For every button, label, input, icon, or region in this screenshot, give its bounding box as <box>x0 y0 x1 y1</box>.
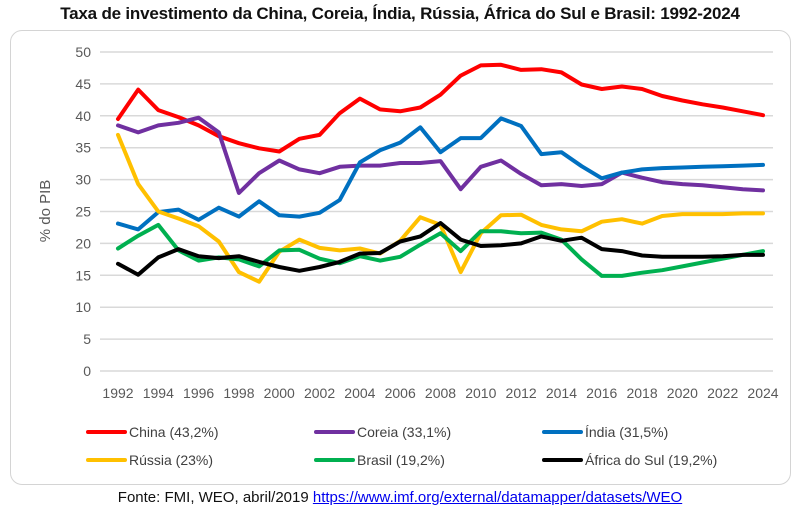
y-tick-label: 5 <box>83 331 91 347</box>
x-tick-label: 2016 <box>586 385 617 401</box>
series-line-china <box>116 62 765 154</box>
y-tick-label: 35 <box>75 140 91 156</box>
y-tick-label: 45 <box>75 76 91 92</box>
source-footer: Fonte: FMI, WEO, abril/2019 https://www.… <box>0 489 800 506</box>
x-tick-label: 1996 <box>183 385 214 401</box>
y-tick-label: 30 <box>75 172 91 188</box>
x-tick-label: 2018 <box>626 385 657 401</box>
y-tick-label: 10 <box>75 299 91 315</box>
series-line-india <box>116 116 765 232</box>
gridlines <box>100 51 773 372</box>
x-tick-label: 2012 <box>506 385 537 401</box>
x-tick-label: 2010 <box>465 385 496 401</box>
y-axis-ticks: 0 5 10 15 20 25 30 35 40 45 50 <box>75 44 91 379</box>
chart-frame <box>10 30 791 485</box>
y-tick-label: 15 <box>75 267 91 283</box>
series-line-brasil <box>116 222 765 278</box>
y-tick-label: 20 <box>75 235 91 251</box>
x-tick-label: 2024 <box>747 385 778 401</box>
x-tick-label: 2000 <box>264 385 295 401</box>
x-tick-label: 1998 <box>223 385 254 401</box>
x-tick-label: 2022 <box>707 385 738 401</box>
source-text: Fonte: FMI, WEO, abril/2019 <box>117 489 309 506</box>
x-tick-label: 2020 <box>667 385 698 401</box>
source-link[interactable]: https://www.imf.org/external/datamapper/… <box>312 489 683 506</box>
y-axis-label: % do PIB <box>37 180 54 243</box>
series-line-coreia <box>116 115 765 195</box>
x-tick-label: 2006 <box>385 385 416 401</box>
x-tick-label: 1992 <box>102 385 133 401</box>
y-tick-label: 50 <box>75 44 91 60</box>
x-tick-label: 1994 <box>143 385 174 401</box>
y-tick-label: 40 <box>75 108 91 124</box>
y-tick-label: 25 <box>75 204 91 220</box>
series-line-africa-do-sul <box>116 221 765 277</box>
y-tick-label: 0 <box>83 363 91 379</box>
x-tick-label: 2008 <box>425 385 456 401</box>
x-tick-label: 2004 <box>344 385 375 401</box>
x-tick-label: 2002 <box>304 385 335 401</box>
chart-title: Taxa de investimento da China, Coreia, Í… <box>60 4 740 23</box>
x-tick-label: 2014 <box>546 385 577 401</box>
x-axis-ticks: 1992 1994 1996 1998 2000 2002 2004 2006 2008 2010… <box>102 385 778 401</box>
series-lines <box>116 62 765 284</box>
